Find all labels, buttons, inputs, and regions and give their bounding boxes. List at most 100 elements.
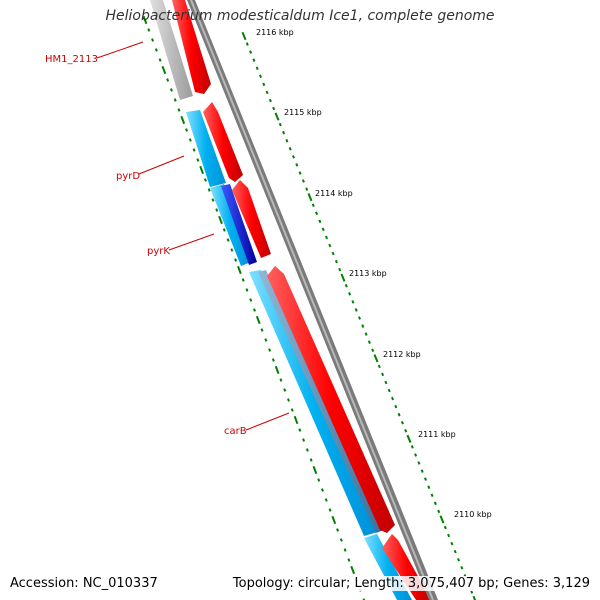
outer-tick — [424, 477, 427, 481]
outer-tick — [348, 292, 352, 296]
outer-tick — [417, 461, 421, 465]
outer-tick — [331, 251, 335, 256]
outer-tick — [410, 445, 414, 449]
inner-tick — [161, 65, 167, 75]
inner-tick — [177, 108, 181, 112]
gene-label-carB: carB — [224, 426, 247, 437]
gene-labels: HM1_2113 pyrD pyrK carB — [45, 41, 290, 437]
inner-tick — [218, 215, 223, 225]
outer-tick — [354, 308, 358, 312]
reverse-gene-pyrK-dark — [221, 184, 257, 265]
outer-tick — [245, 42, 249, 46]
inner-tick — [207, 188, 211, 192]
outer-tick — [373, 354, 379, 363]
outer-tick — [443, 525, 447, 530]
outer-tick — [268, 98, 272, 103]
outer-tick — [391, 396, 394, 401]
inner-tick — [339, 538, 343, 542]
forward-gene-3 — [232, 180, 271, 258]
leader-line — [96, 41, 144, 59]
outer-tick — [397, 412, 401, 417]
outer-tick — [307, 193, 313, 202]
inner-tick — [309, 458, 313, 462]
outer-tick — [367, 340, 371, 344]
inner-tick — [226, 238, 230, 242]
kbp-label: 2110 kbp — [454, 510, 492, 519]
topology-text: Topology: circular; Length: 3,075,407 bp… — [232, 576, 590, 591]
outer-tick — [470, 590, 474, 594]
inner-tick — [362, 598, 366, 600]
accession-text: Accession: NC_010337 — [10, 576, 158, 591]
outer-tick — [305, 187, 309, 191]
outer-tick — [311, 203, 315, 207]
kbp-label: 2112 kbp — [383, 350, 421, 359]
inner-tick — [245, 288, 249, 292]
outer-tick — [400, 420, 404, 425]
inner-tick — [293, 415, 299, 425]
reverse-gene-pyrK — [210, 184, 251, 266]
inner-tick — [283, 388, 287, 392]
outer-tick — [453, 549, 457, 554]
inner-tick — [290, 408, 294, 412]
outer-tick — [249, 50, 253, 54]
genome-title: Heliobacterium modesticaldum Ice1, compl… — [105, 8, 495, 24]
outer-tick — [241, 31, 247, 41]
inner-tick — [166, 78, 170, 82]
inner-tick — [328, 508, 332, 512]
inner-tick — [279, 378, 283, 382]
outer-tick — [433, 501, 437, 506]
gene-label-pyrK: pyrK — [147, 246, 170, 257]
outer-tick — [318, 219, 322, 224]
accession-label: Accession: NC_010337 — [10, 576, 158, 591]
outer-tick — [315, 211, 319, 216]
reverse-gene-carB — [249, 270, 378, 536]
inner-tick — [169, 88, 173, 92]
outer-tick — [288, 147, 292, 151]
inner-tick — [154, 48, 158, 52]
inner-tick — [199, 165, 204, 175]
leader-line — [245, 412, 290, 431]
outer-tick — [439, 515, 445, 524]
inner-tick — [268, 348, 272, 352]
outer-tick — [298, 171, 302, 175]
gene-tracks — [150, 0, 438, 600]
outer-tick — [381, 372, 385, 377]
outer-tick — [338, 267, 342, 272]
outer-tick — [427, 485, 431, 489]
forward-gene-carB — [267, 266, 395, 533]
inner-tick — [302, 438, 306, 442]
reverse-gene-pyrD — [186, 110, 226, 187]
inner-tick — [274, 365, 280, 375]
inner-tick — [158, 58, 162, 62]
inner-tick — [222, 228, 226, 232]
outer-tick — [344, 284, 348, 288]
forward-gene-1 — [172, 0, 211, 94]
inner-tick — [271, 358, 275, 362]
inner-tick — [298, 428, 302, 432]
outer-tick — [447, 533, 451, 538]
inner-tick — [173, 98, 177, 102]
inner-tick — [234, 258, 238, 262]
inner-tick — [260, 328, 264, 332]
inner-tick — [203, 178, 207, 182]
outer-tick — [404, 429, 408, 433]
inner-tick — [180, 115, 186, 125]
inner-tick — [230, 248, 234, 252]
inner-tick — [151, 38, 155, 42]
outer-tick — [325, 235, 328, 240]
outer-tick — [371, 348, 375, 352]
forward-gene-2 — [203, 102, 243, 182]
inner-tick — [196, 158, 200, 162]
inner-tick — [237, 265, 242, 275]
outer-tick — [265, 90, 269, 95]
topology-label: Topology: circular; Length: 3,075,407 bp… — [232, 576, 590, 591]
inner-tick — [347, 558, 351, 562]
inner-tick — [211, 198, 215, 202]
inner-tick — [249, 298, 253, 302]
inner-tick — [305, 448, 309, 452]
inner-tick — [185, 128, 188, 132]
inner-tick — [287, 398, 290, 402]
inner-tick — [147, 28, 151, 32]
outer-tick — [340, 273, 346, 282]
